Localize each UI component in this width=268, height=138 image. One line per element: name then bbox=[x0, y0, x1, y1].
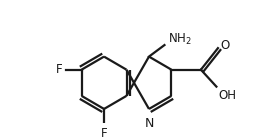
Text: OH: OH bbox=[218, 89, 236, 102]
Text: O: O bbox=[220, 39, 229, 52]
Text: NH$_2$: NH$_2$ bbox=[168, 32, 191, 47]
Text: N: N bbox=[144, 117, 154, 130]
Text: F: F bbox=[101, 127, 107, 138]
Text: F: F bbox=[56, 63, 63, 76]
